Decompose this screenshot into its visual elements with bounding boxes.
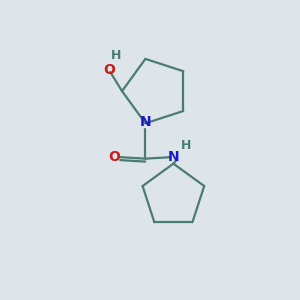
Text: O: O <box>103 64 115 77</box>
Text: O: O <box>108 150 120 164</box>
Text: N: N <box>168 150 180 164</box>
Text: N: N <box>140 115 151 129</box>
Text: H: H <box>111 49 121 62</box>
Text: H: H <box>181 140 191 152</box>
